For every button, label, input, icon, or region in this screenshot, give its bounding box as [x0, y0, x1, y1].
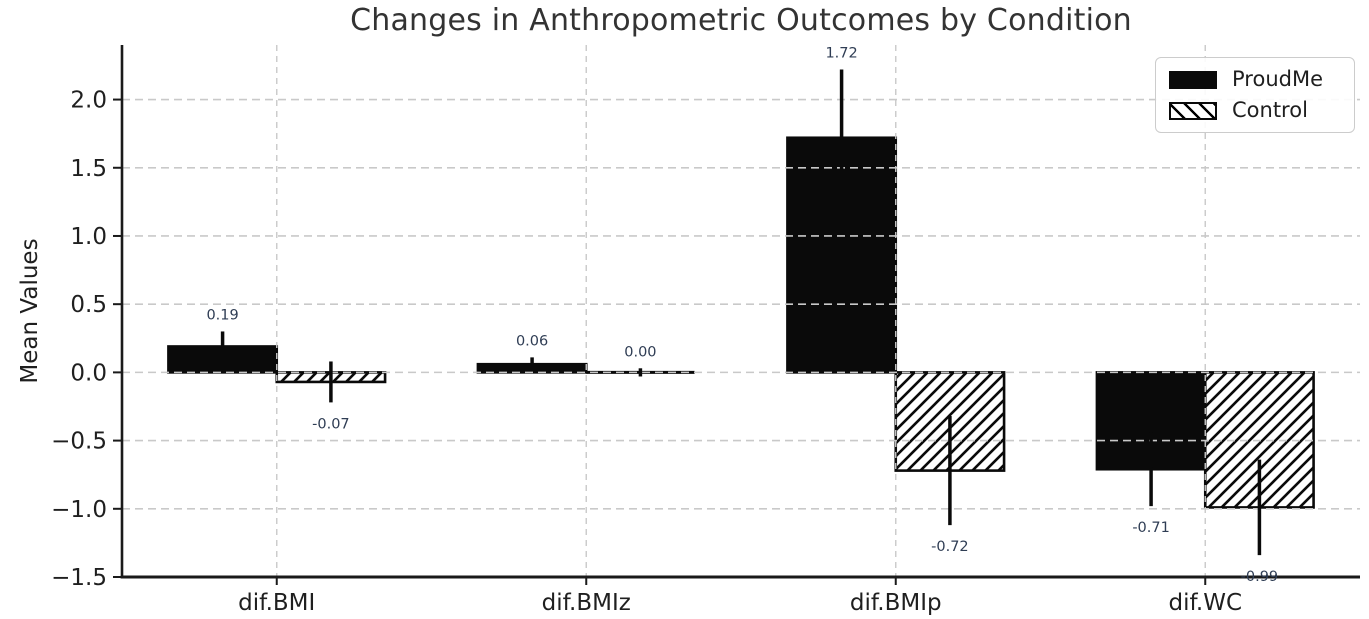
y-tick-label: −1.5	[51, 565, 107, 591]
control-hatch-swatch	[1169, 101, 1217, 120]
category-label-dif.BMIp: dif.BMIp	[850, 590, 942, 616]
y-tick-label: 0.5	[70, 292, 107, 318]
y-tick-label: −1.0	[51, 497, 107, 523]
value-label-proudme-dif.BMIz: 0.06	[516, 333, 548, 349]
legend-label-control: Control	[1232, 98, 1308, 122]
value-label-control-dif.BMI: -0.07	[312, 416, 350, 432]
chart-title: Changes in Anthropometric Outcomes by Co…	[350, 3, 1132, 38]
value-label-control-dif.BMIp: -0.72	[931, 539, 969, 555]
y-tick-label: 2.0	[70, 88, 107, 114]
value-label-proudme-dif.WC: -0.71	[1132, 520, 1170, 536]
value-label-control-dif.BMIz: 0.00	[624, 344, 656, 360]
legend: ProudMe Control	[1155, 57, 1355, 133]
value-label-control-dif.WC: -0.99	[1241, 569, 1279, 585]
legend-item-control: Control	[1169, 100, 1341, 121]
value-label-proudme-dif.BMI: 0.19	[206, 307, 238, 323]
category-label-dif.BMIz: dif.BMIz	[542, 590, 631, 616]
y-tick-label: 1.0	[70, 224, 107, 250]
y-tick-label: −0.5	[51, 429, 107, 455]
proudme-solid-swatch	[1169, 70, 1217, 89]
legend-item-proudme: ProudMe	[1169, 69, 1341, 90]
legend-label-proudme: ProudMe	[1232, 67, 1323, 91]
category-label-dif.WC: dif.WC	[1168, 590, 1242, 616]
value-label-proudme-dif.BMIp: 1.72	[825, 46, 857, 62]
y-tick-label: 1.5	[70, 156, 107, 182]
y-tick-label: 0.0	[70, 360, 107, 386]
category-label-dif.BMI: dif.BMI	[238, 590, 315, 616]
